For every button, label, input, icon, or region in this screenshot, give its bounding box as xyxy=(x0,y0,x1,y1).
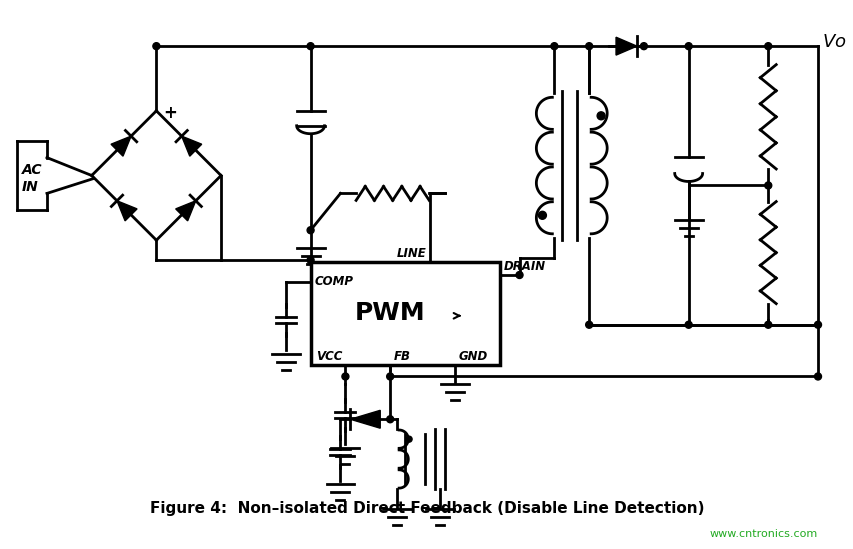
Circle shape xyxy=(307,227,314,234)
Text: AC
IN: AC IN xyxy=(22,164,43,194)
Polygon shape xyxy=(615,37,636,55)
Circle shape xyxy=(515,272,522,278)
Text: FB: FB xyxy=(394,350,410,362)
Circle shape xyxy=(307,256,314,264)
Circle shape xyxy=(386,416,393,423)
Circle shape xyxy=(764,182,771,189)
Polygon shape xyxy=(111,136,131,156)
Text: DRAIN: DRAIN xyxy=(503,260,545,273)
Circle shape xyxy=(640,43,647,49)
Text: GND: GND xyxy=(458,350,488,362)
Circle shape xyxy=(537,211,546,219)
Polygon shape xyxy=(176,201,195,221)
Circle shape xyxy=(406,436,412,442)
Text: +: + xyxy=(163,104,177,122)
Polygon shape xyxy=(182,136,201,156)
Circle shape xyxy=(585,43,592,49)
Circle shape xyxy=(596,112,605,120)
Polygon shape xyxy=(350,410,380,428)
Text: $\mathit{Vo}$: $\mathit{Vo}$ xyxy=(821,33,845,51)
Polygon shape xyxy=(117,201,136,221)
Circle shape xyxy=(386,373,393,380)
Circle shape xyxy=(814,373,821,380)
Circle shape xyxy=(341,373,349,380)
Text: LINE: LINE xyxy=(396,247,426,260)
Circle shape xyxy=(550,43,557,49)
Circle shape xyxy=(585,321,592,328)
Bar xyxy=(310,262,499,365)
Circle shape xyxy=(814,321,821,328)
Circle shape xyxy=(684,43,691,49)
Text: www.cntronics.com: www.cntronics.com xyxy=(709,529,817,539)
Circle shape xyxy=(153,43,160,49)
Text: PWM: PWM xyxy=(355,301,425,326)
Text: Figure 4:  Non–isolated Direct Feedback (Disable Line Detection): Figure 4: Non–isolated Direct Feedback (… xyxy=(149,501,704,516)
Circle shape xyxy=(684,321,691,328)
Circle shape xyxy=(764,43,771,49)
Text: COMP: COMP xyxy=(314,276,353,288)
Text: VCC: VCC xyxy=(316,350,342,362)
Circle shape xyxy=(764,321,771,328)
Circle shape xyxy=(307,43,314,49)
